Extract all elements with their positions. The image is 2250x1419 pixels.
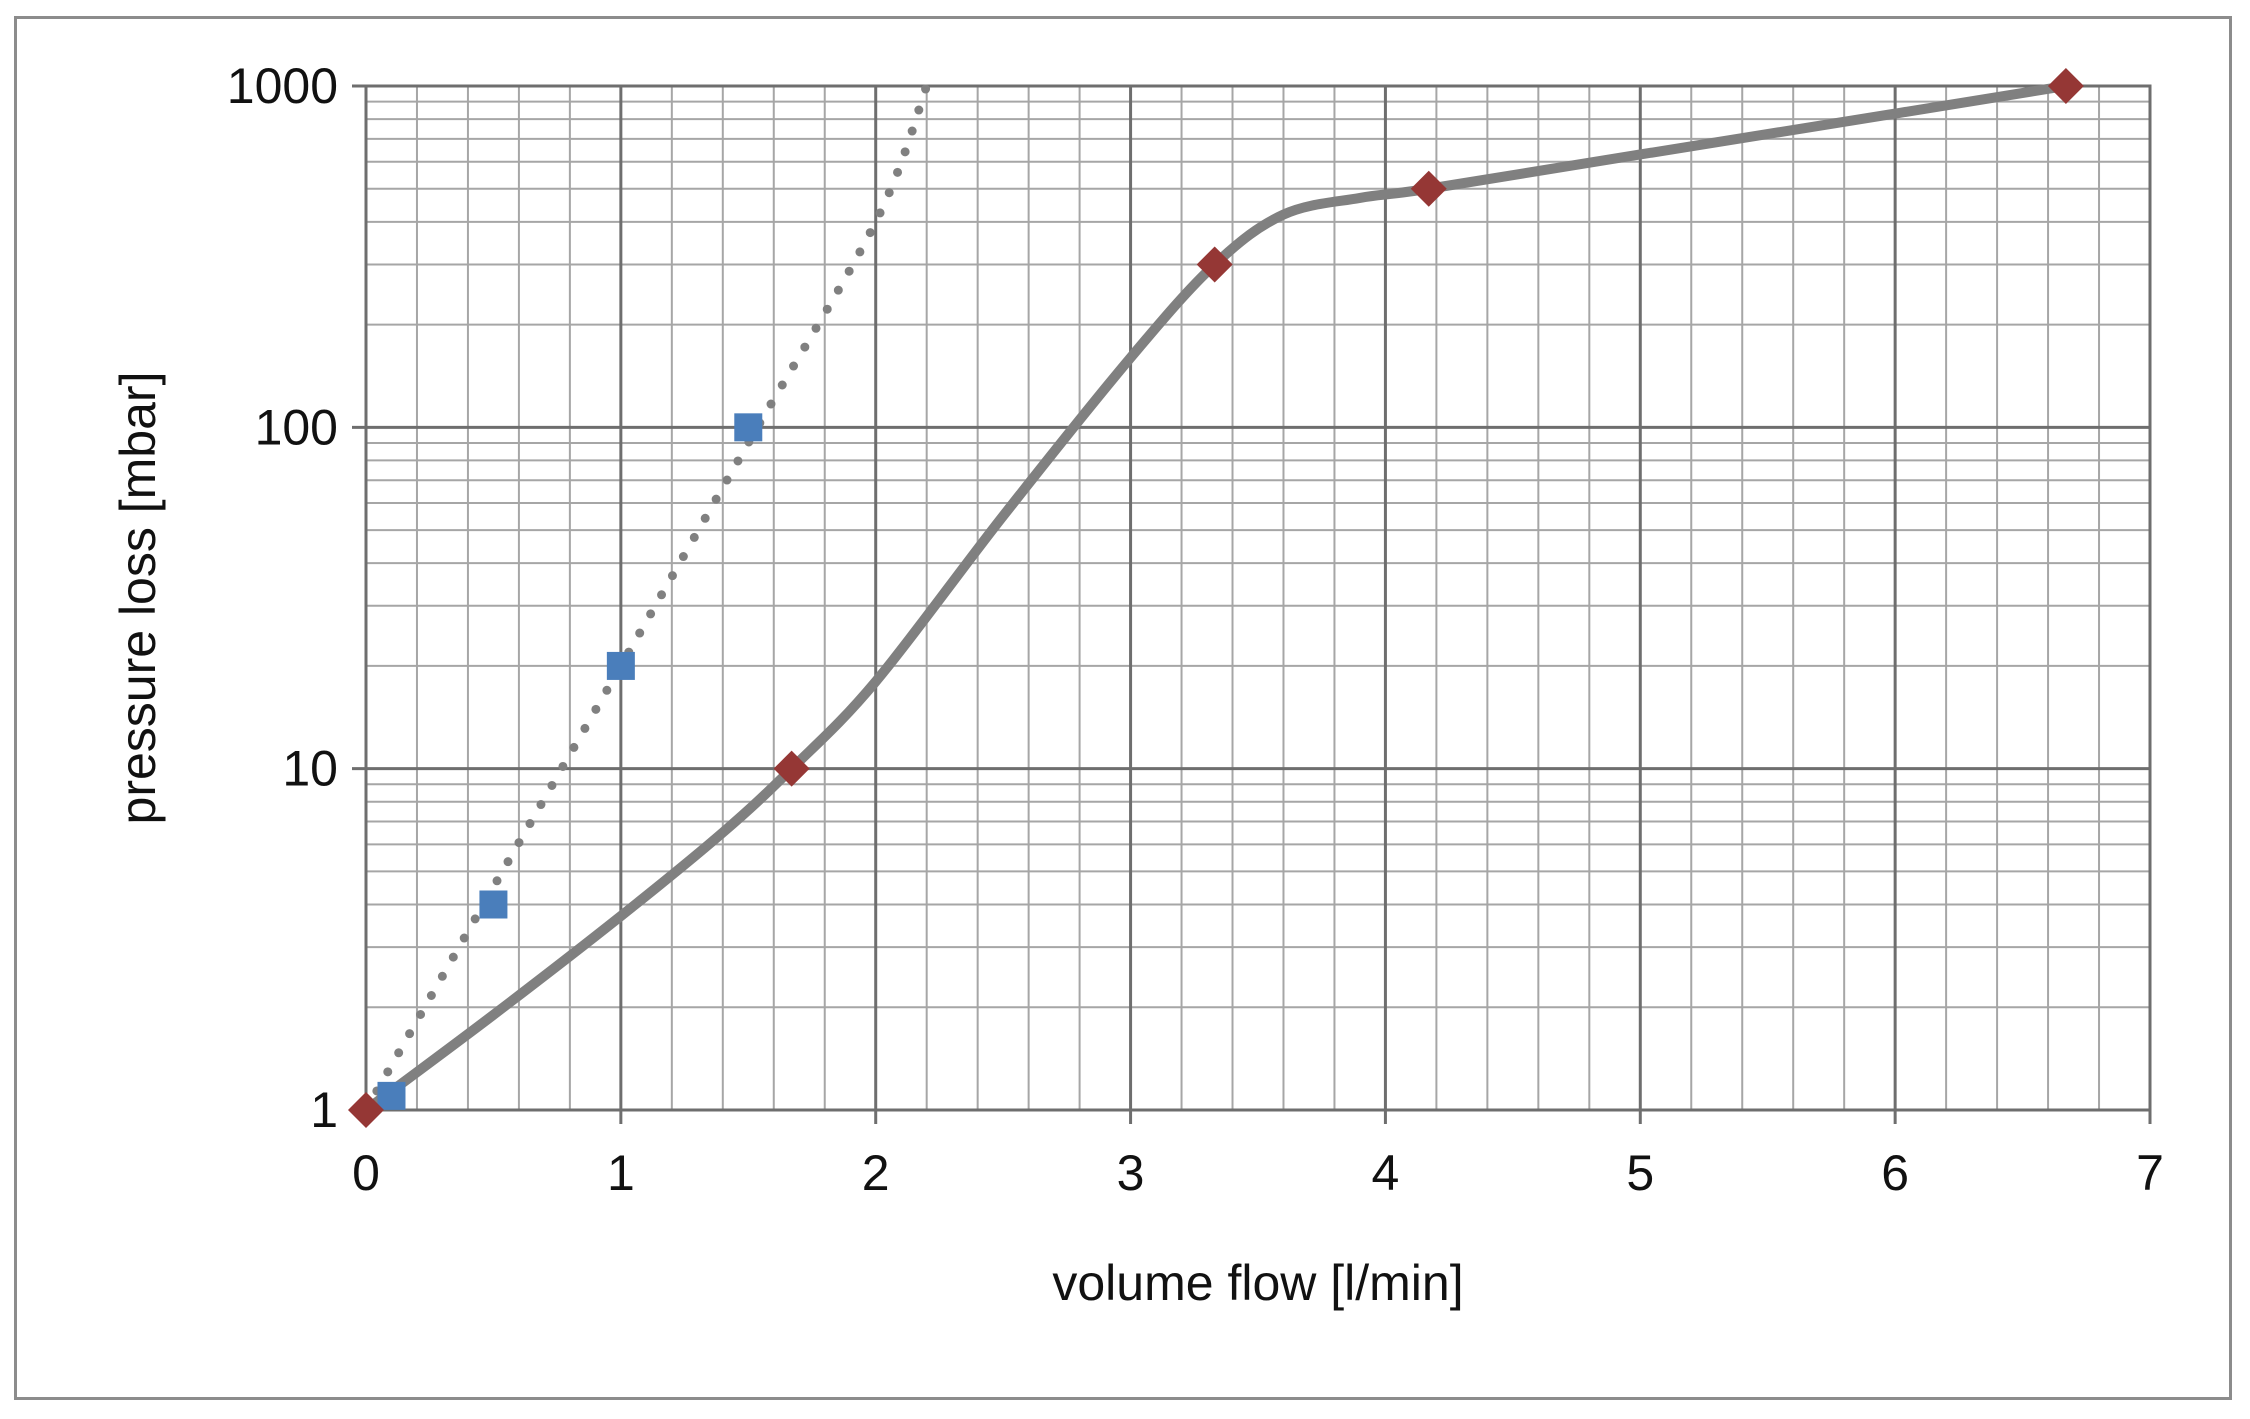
x-tick-label: 5 <box>1626 1145 1654 1201</box>
series-1-square-point <box>734 413 763 442</box>
x-tick-label: 1 <box>607 1145 635 1201</box>
x-tick-labels: 0 1 2 3 4 5 6 7 <box>352 1145 2164 1201</box>
minor-gridlines <box>366 86 2150 1110</box>
x-tick-label: 6 <box>1881 1145 1909 1201</box>
series-2-diamond-point <box>773 750 810 787</box>
series-1-square-point <box>479 890 508 919</box>
series-1-square-point <box>606 651 635 680</box>
axes <box>364 84 2152 1112</box>
x-tick-label: 2 <box>862 1145 890 1201</box>
series-lines <box>361 81 2071 1115</box>
y-axis-title: pressure loss [mbar] <box>110 372 166 825</box>
y-tick-label: 10 <box>282 741 338 797</box>
y-tick-label: 1000 <box>227 58 338 114</box>
series-1-square-point <box>377 1081 406 1110</box>
series-2-diamond-point <box>2047 68 2084 104</box>
x-tick-label: 3 <box>1117 1145 1145 1201</box>
series-2-diamond-point <box>348 1092 384 1128</box>
series-1-trendline <box>361 81 932 1115</box>
y-tick-label: 100 <box>255 399 338 455</box>
series-2-diamond-point <box>1410 170 1447 207</box>
chart-frame <box>14 16 2232 1400</box>
x-axis-title: volume flow [l/min] <box>1052 1255 1463 1311</box>
series-2-diamond-point <box>1196 246 1233 283</box>
y-tick-label: 1 <box>310 1082 338 1138</box>
y-tick-labels: 1 10 100 1000 <box>227 58 338 1138</box>
series-markers <box>348 68 2084 1128</box>
series-2-curve <box>361 81 2071 1115</box>
x-tick-label: 0 <box>352 1145 380 1201</box>
x-tick-label: 7 <box>2136 1145 2164 1201</box>
x-tick-label: 4 <box>1372 1145 1400 1201</box>
plot-area-border <box>364 84 2152 1112</box>
